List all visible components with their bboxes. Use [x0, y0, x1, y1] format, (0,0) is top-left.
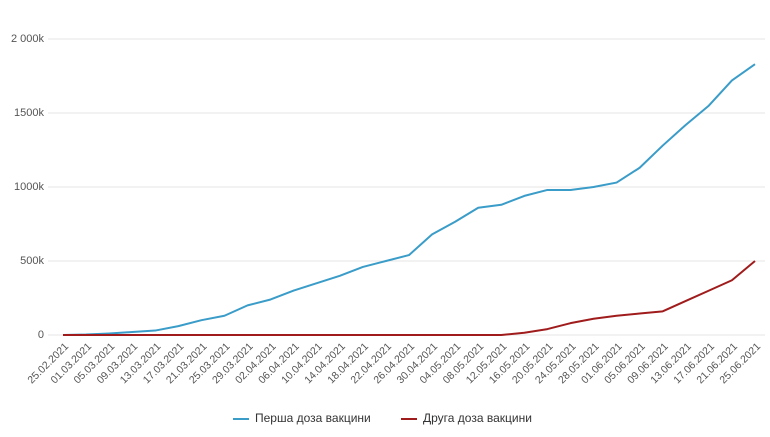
y-tick-label: 1000k	[14, 181, 44, 193]
y-tick-label: 500k	[20, 255, 44, 267]
y-tick-label: 1500k	[14, 107, 44, 119]
series-line	[63, 260, 756, 336]
legend-label: Друга доза вакцини	[423, 411, 532, 425]
y-tick-label: 0	[38, 329, 44, 341]
legend-label: Перша доза вакцини	[255, 411, 371, 425]
series-line	[62, 63, 756, 336]
y-tick-label: 2 000k	[11, 33, 45, 45]
